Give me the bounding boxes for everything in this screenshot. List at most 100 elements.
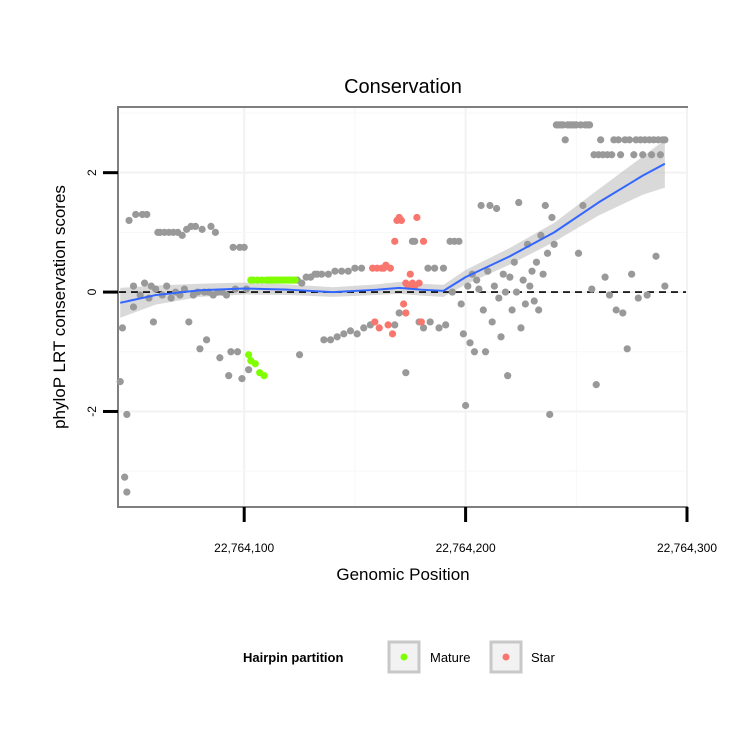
legend-label-star: Star	[531, 650, 556, 665]
point-other	[136, 291, 144, 299]
point-other	[163, 282, 171, 290]
y-tick-label: -2	[85, 406, 99, 417]
point-other	[526, 282, 534, 290]
point-other	[616, 151, 625, 159]
x-axis-ticks: 22,764,100 22,764,200 22,764,300	[214, 507, 717, 555]
point-other	[435, 324, 443, 332]
point-other	[601, 273, 609, 281]
point-other	[614, 136, 622, 144]
x-tick-label: 22,764,100	[214, 541, 274, 555]
point-other	[561, 136, 569, 144]
point-other	[191, 222, 200, 231]
point-other	[229, 243, 237, 251]
x-axis-label: Genomic Position	[336, 565, 469, 584]
point-other	[532, 258, 541, 266]
point-other	[198, 225, 206, 233]
point-other	[605, 291, 614, 299]
y-axis-ticks: -2 0 2	[85, 169, 118, 417]
y-tick-label: 0	[85, 288, 99, 295]
point-other	[207, 222, 215, 231]
point-other	[499, 270, 507, 278]
point-other	[448, 288, 456, 296]
point-star	[413, 213, 421, 222]
point-other	[320, 336, 328, 344]
point-other	[129, 282, 138, 290]
x-tick-label: 22,764,300	[657, 541, 717, 555]
point-other	[537, 231, 545, 239]
point-other	[539, 270, 547, 278]
point-other	[517, 324, 525, 332]
point-other	[550, 240, 558, 248]
chart-title: Conservation	[344, 76, 462, 98]
point-other	[331, 267, 339, 275]
point-other	[543, 249, 552, 257]
point-other	[647, 151, 656, 159]
point-other	[492, 204, 501, 213]
point-other	[623, 345, 631, 353]
point-other	[501, 288, 510, 296]
point-other	[506, 273, 514, 281]
point-other	[597, 136, 605, 144]
point-other	[152, 285, 160, 293]
smooth-line	[119, 162, 666, 304]
legend-swatch-mature	[400, 653, 408, 661]
point-other	[652, 252, 660, 260]
point-other	[630, 151, 638, 159]
point-other	[634, 294, 642, 302]
point-other	[439, 264, 448, 272]
point-other	[643, 291, 651, 299]
point-other	[185, 318, 193, 326]
point-other	[475, 285, 483, 293]
point-other	[661, 282, 669, 290]
point-other	[424, 264, 432, 272]
point-other	[211, 228, 220, 236]
point-other	[541, 201, 549, 210]
confidence-band-area	[120, 139, 665, 318]
point-other	[495, 294, 503, 302]
point-mature	[291, 276, 299, 284]
point-other	[473, 276, 481, 284]
point-other	[395, 309, 403, 317]
point-star	[386, 264, 394, 272]
point-other	[402, 369, 410, 377]
point-other	[477, 201, 485, 210]
point-other	[548, 213, 556, 222]
legend: Hairpin partition Mature Star	[243, 640, 556, 674]
point-other	[245, 366, 253, 374]
point-star	[419, 237, 428, 245]
legend-label-mature: Mature	[430, 650, 470, 665]
point-other	[546, 410, 554, 419]
point-other	[512, 288, 521, 296]
point-other	[338, 267, 346, 275]
point-other	[488, 318, 496, 326]
point-star	[388, 330, 397, 338]
point-mature	[260, 372, 268, 380]
point-other	[535, 306, 543, 314]
point-other	[357, 264, 366, 272]
point-other	[426, 318, 434, 326]
confidence-band	[120, 139, 665, 318]
point-other	[442, 321, 450, 329]
point-other	[149, 318, 158, 326]
point-other	[612, 306, 620, 314]
point-other	[656, 151, 665, 159]
point-other	[225, 372, 233, 380]
point-other	[202, 336, 211, 344]
point-other	[625, 136, 634, 144]
point-other	[592, 381, 600, 389]
point-star	[417, 318, 425, 326]
point-other	[470, 348, 479, 356]
point-star	[406, 270, 414, 278]
point-other	[411, 237, 419, 245]
point-star	[371, 318, 379, 326]
point-mature	[245, 351, 253, 359]
point-other	[123, 410, 131, 419]
point-other	[579, 201, 587, 210]
point-other	[324, 270, 332, 278]
point-other	[459, 330, 467, 338]
point-other	[353, 330, 361, 338]
point-other	[528, 267, 536, 275]
point-other	[391, 321, 399, 329]
point-other	[295, 351, 304, 359]
point-star	[400, 300, 408, 308]
